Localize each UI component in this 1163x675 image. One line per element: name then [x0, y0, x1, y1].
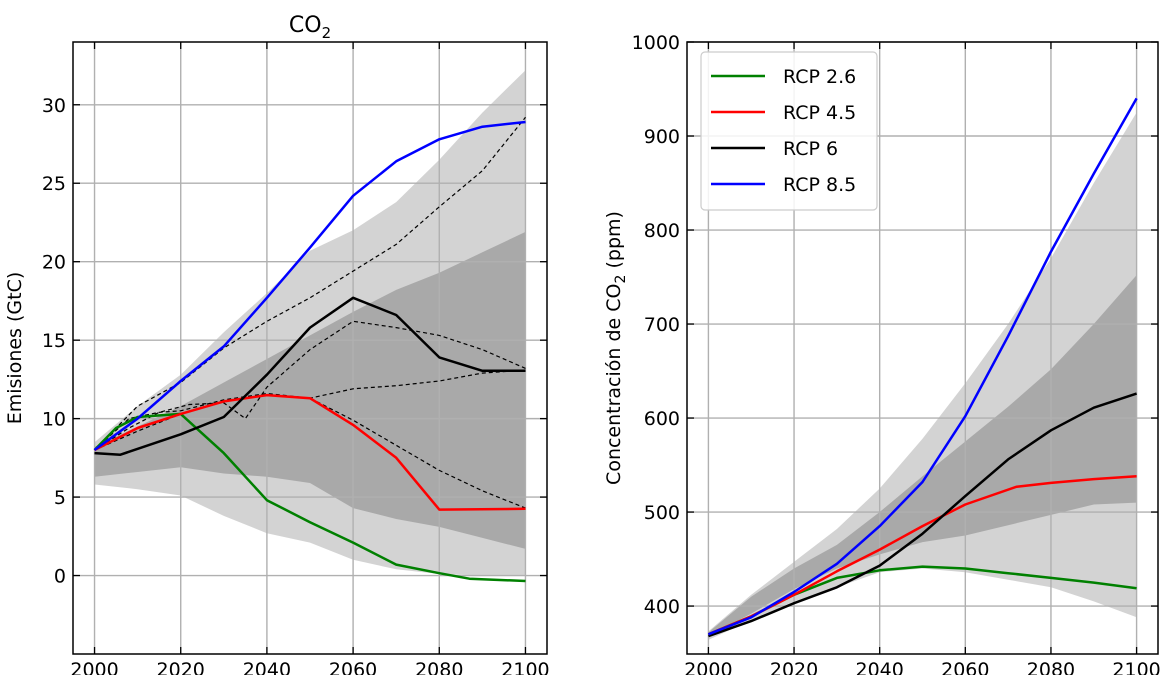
x-tick-label-6: 2100	[501, 659, 549, 675]
legend-box	[700, 51, 878, 211]
x-tick-label-4: 2060	[941, 659, 989, 675]
chart-title: CO2	[289, 13, 331, 42]
series-line-1	[93, 412, 526, 583]
y-tick-label-3: 600	[644, 408, 680, 430]
series-line-3	[94, 296, 526, 456]
y-tick-label-2: 5	[54, 487, 66, 509]
y-tick-label-5: 800	[644, 220, 680, 242]
x-tick-label-2: 2020	[770, 659, 818, 675]
x-tick-label-5: 2080	[1027, 659, 1075, 675]
series-line-4	[707, 97, 1138, 636]
y-tick-label-2: 500	[644, 502, 680, 524]
y-tick-label-1: 0	[54, 566, 66, 588]
dashed-scenario-line-4	[94, 320, 526, 451]
uncertainty-band-2	[94, 231, 526, 549]
legend-label-4: RCP 8.5	[783, 174, 856, 196]
y-tick-label-1: 400	[644, 596, 680, 618]
legend-label-2: RCP 4.5	[783, 102, 856, 124]
dashed-scenario-line-1	[94, 116, 526, 451]
axes-frame	[686, 41, 1159, 655]
x-tick-label-1: 2000	[684, 659, 732, 675]
y-tick-label-7: 30	[42, 95, 66, 117]
y-tick-label-7: 1000	[632, 32, 680, 54]
series-line-4	[93, 120, 526, 452]
x-tick-label-3: 2040	[856, 659, 904, 675]
legend-label-3: RCP 6	[783, 138, 838, 160]
series-line-3	[707, 392, 1137, 638]
axes-frame	[72, 41, 548, 655]
x-tick-label-5: 2080	[415, 659, 463, 675]
chart-panel-2: 2000 2020 2040 2060 2080 2100 400 500 600 700 800 9…	[603, 32, 1161, 675]
series-line-2	[93, 393, 526, 511]
x-tick-label-1: 2000	[70, 659, 118, 675]
y-axis-label: Concentración de CO2 (ppm)	[603, 211, 629, 485]
x-tick-label-4: 2060	[329, 659, 377, 675]
x-tick-label-3: 2040	[243, 659, 291, 675]
y-tick-label-6: 25	[42, 173, 66, 195]
y-axis-label: Emisiones (GtC)	[4, 272, 26, 425]
dashed-scenario-line-2	[94, 392, 526, 509]
y-tick-label-5: 20	[42, 252, 66, 274]
y-tick-label-6: 900	[644, 126, 680, 148]
chart-panel-1: 2000 2020 2040 2060 2080 2100 0 5 10 15 20 25 30 CO2 E…	[4, 13, 550, 675]
y-tick-label-3: 10	[42, 409, 66, 431]
series-line-2	[707, 475, 1137, 636]
x-tick-label-2: 2020	[157, 659, 205, 675]
y-tick-label-4: 700	[644, 314, 680, 336]
legend-label-1: RCP 2.6	[783, 66, 856, 88]
y-tick-label-4: 15	[42, 330, 66, 352]
x-tick-label-6: 2100	[1112, 659, 1160, 675]
